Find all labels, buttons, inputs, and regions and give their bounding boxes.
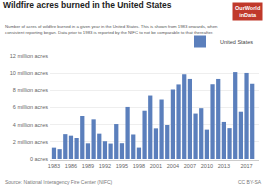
svg-text:6 million acres: 6 million acres <box>13 104 48 110</box>
svg-text:12 million acres: 12 million acres <box>10 53 48 59</box>
svg-text:Number of acres of wildfire bu: Number of acres of wildfire burned in a … <box>5 24 218 35</box>
svg-text:2017: 2017 <box>240 163 252 169</box>
svg-text:United States: United States <box>220 39 253 45</box>
svg-text:2 million acres: 2 million acres <box>13 139 48 145</box>
svg-text:2007: 2007 <box>184 163 196 169</box>
svg-text:10 million acres: 10 million acres <box>10 70 48 76</box>
svg-text:1983: 1983 <box>48 163 60 169</box>
svg-text:2010: 2010 <box>201 163 213 169</box>
svg-text:4 million acres: 4 million acres <box>13 122 48 128</box>
svg-text:8 million acres: 8 million acres <box>13 87 48 93</box>
svg-text:1998: 1998 <box>133 163 145 169</box>
svg-text:1989: 1989 <box>82 163 94 169</box>
svg-text:OurWorldinData: OurWorldinData <box>235 5 260 18</box>
svg-text:Wildfire acres burned in the U: Wildfire acres burned in the United Stat… <box>3 0 172 10</box>
svg-text:2004: 2004 <box>167 163 179 169</box>
svg-text:Source: National Interagency F: Source: National Interagency Fire Center… <box>5 179 113 185</box>
svg-text:0 acres: 0 acres <box>30 156 48 162</box>
svg-text:1995: 1995 <box>116 163 128 169</box>
svg-text:1992: 1992 <box>99 163 111 169</box>
svg-text:2013: 2013 <box>218 163 230 169</box>
svg-text:CC BY-SA: CC BY-SA <box>238 179 262 185</box>
svg-text:2001: 2001 <box>150 163 162 169</box>
svg-text:1986: 1986 <box>65 163 77 169</box>
